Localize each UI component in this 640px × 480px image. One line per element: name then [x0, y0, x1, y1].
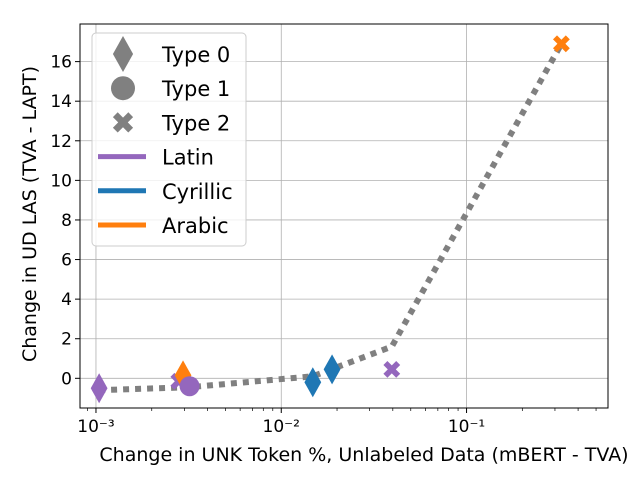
- y-tick-label: 0: [61, 369, 72, 389]
- data-point-latin-x: [383, 361, 401, 378]
- y-tick-label: 4: [61, 290, 72, 310]
- points-layer: [90, 35, 570, 404]
- y-axis-title: Change in UD LAS (TVA - LAPT): [19, 66, 41, 362]
- y-tick-label: 12: [50, 132, 72, 152]
- legend-label: Type 0: [161, 43, 230, 67]
- x-tick-label: 10⁻²: [263, 417, 300, 437]
- x-tick-label: 10⁻³: [77, 417, 114, 437]
- data-point-arabic-x: [553, 35, 570, 53]
- data-point-arabic-diamond: [174, 360, 192, 391]
- trend-layer: [99, 42, 565, 394]
- legend-label: Cyrillic: [162, 180, 233, 204]
- y-tick-label: 2: [61, 330, 72, 350]
- legend-diamond-icon: [112, 36, 134, 72]
- plot-frame: [79, 23, 609, 409]
- minor-ticks: [87, 408, 597, 411]
- trend-line: [99, 42, 565, 394]
- y-tick-label: 14: [50, 92, 72, 112]
- legend-label: Arabic: [162, 214, 229, 238]
- data-point-cyrillic-diamond: [304, 367, 322, 398]
- y-tick-label: 16: [50, 53, 72, 73]
- legend-circle-icon: [111, 76, 135, 101]
- y-axis-ticks: 0 2 4 6 8 10 12 14 16: [50, 53, 80, 389]
- legend-label: Type 2: [161, 111, 230, 135]
- legend-label: Type 1: [161, 77, 230, 101]
- x-axis-ticks: 10⁻³ 10⁻² 10⁻¹: [77, 408, 485, 437]
- legend-label: Latin: [162, 146, 214, 170]
- data-point-latin-diamond: [90, 373, 108, 404]
- legend-x-icon: [112, 112, 134, 133]
- x-tick-label: 10⁻¹: [448, 417, 485, 437]
- y-tick-label: 6: [61, 251, 72, 271]
- data-point-cyrillic-diamond: [323, 354, 341, 385]
- legend: Type 0 Type 1 Type 2 Latin Cyrillic Arabic: [91, 32, 247, 247]
- y-tick-label: 10: [50, 171, 72, 191]
- data-point-latin-circle: [179, 376, 200, 397]
- y-tick-label: 8: [61, 211, 72, 231]
- x-axis-title: Change in UNK Token %, Unlabeled Data (m…: [99, 444, 628, 466]
